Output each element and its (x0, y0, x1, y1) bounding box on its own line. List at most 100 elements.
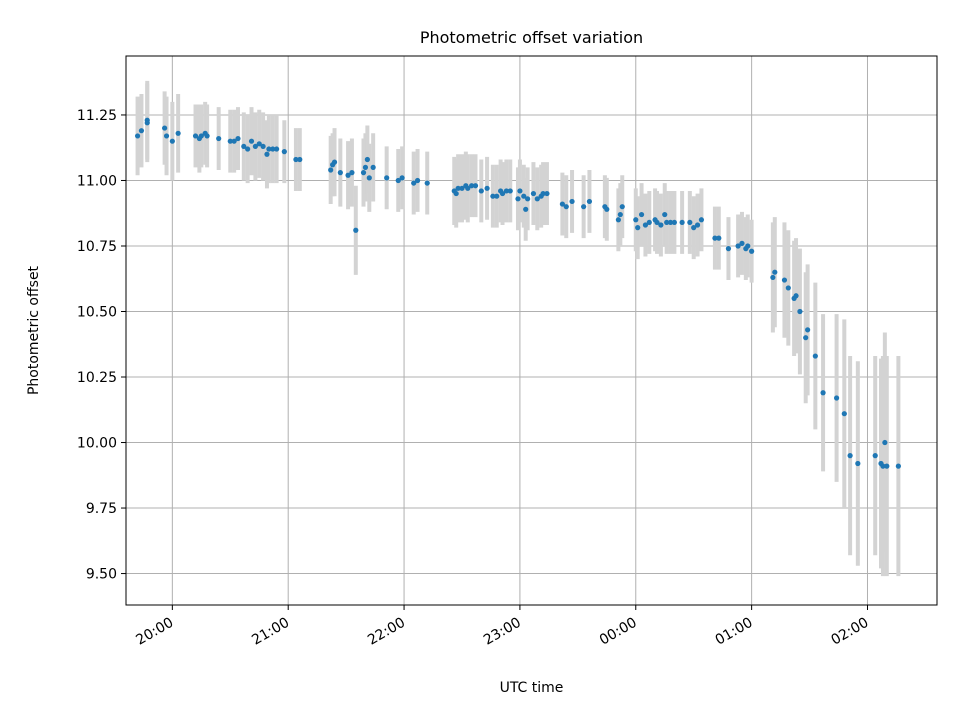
data-point (472, 183, 479, 189)
data-point (353, 227, 359, 233)
data-point (662, 211, 668, 218)
data-point (370, 164, 376, 170)
data-point (534, 196, 540, 202)
y-axis: 9.50 9.75 10.00 10.25 10.50 10.75 11.00 11.25 (77, 108, 126, 583)
data-point (507, 188, 513, 194)
data-point (882, 439, 888, 446)
data-point (345, 172, 351, 178)
data-point (805, 327, 811, 333)
y-tick-label: 10.75 (77, 239, 117, 255)
data-point (360, 170, 367, 176)
data-point (134, 133, 141, 139)
data-point (248, 138, 255, 144)
y-tick-label: 10.50 (77, 305, 117, 321)
data-points (134, 117, 901, 469)
data-point (362, 164, 369, 170)
data-point (664, 219, 670, 226)
data-point (459, 185, 465, 191)
chart-title: Photometric offset variation (420, 28, 643, 47)
data-point (469, 183, 475, 189)
data-point (499, 190, 506, 197)
data-point (281, 149, 287, 155)
data-point (812, 353, 818, 359)
data-point (169, 138, 175, 144)
data-point (216, 135, 222, 142)
data-point (328, 167, 334, 173)
data-point (633, 217, 639, 223)
data-point (515, 196, 521, 202)
data-point (617, 211, 623, 218)
data-point (455, 185, 461, 191)
data-point (241, 143, 247, 150)
data-point (198, 133, 204, 139)
data-point (716, 235, 722, 241)
data-point (395, 177, 401, 184)
data-point (523, 206, 529, 212)
data-point (698, 217, 705, 223)
data-point (793, 293, 799, 299)
data-point (619, 204, 625, 210)
data-point (638, 211, 645, 218)
y-tick-label: 11.25 (77, 108, 117, 124)
y-tick-label: 9.50 (86, 567, 117, 583)
data-point (503, 188, 509, 194)
data-point (144, 120, 150, 126)
data-point (478, 188, 484, 194)
data-point (424, 180, 430, 186)
data-point (884, 463, 890, 469)
data-point (745, 243, 751, 249)
y-tick-label: 10.00 (77, 436, 117, 452)
data-point (586, 198, 593, 205)
data-point (266, 146, 272, 152)
data-point (337, 170, 343, 176)
data-point (559, 201, 565, 207)
data-point (264, 151, 270, 157)
data-point (349, 170, 355, 176)
data-point (490, 193, 496, 199)
data-point (297, 156, 303, 163)
data-point (411, 180, 417, 186)
data-point (293, 156, 299, 163)
data-point (772, 269, 778, 275)
plot-frame (125, 55, 938, 606)
data-point (691, 225, 697, 231)
data-point (880, 463, 886, 469)
data-point (694, 222, 701, 228)
data-point (563, 204, 569, 210)
data-point (895, 463, 901, 469)
data-point (687, 219, 693, 226)
data-point (453, 190, 459, 197)
data-point (175, 130, 181, 136)
y-tick-label: 11.00 (77, 173, 117, 189)
data-point (530, 190, 537, 197)
data-point (735, 243, 741, 249)
data-point (841, 411, 847, 417)
data-point (544, 190, 550, 197)
data-point (803, 335, 809, 341)
y-axis-label: Photometric offset (26, 265, 42, 395)
data-point (712, 235, 718, 241)
data-point (604, 206, 610, 212)
data-point (749, 248, 755, 254)
data-point (414, 177, 421, 184)
data-point (521, 193, 527, 199)
y-tick-label: 9.75 (86, 501, 117, 517)
data-point (364, 156, 370, 163)
data-point (231, 138, 237, 144)
x-axis-label: UTC time (500, 680, 564, 696)
data-point (855, 460, 861, 467)
data-point (252, 143, 258, 150)
data-point (235, 135, 241, 142)
data-point (785, 285, 791, 291)
data-point (163, 133, 170, 139)
data-point (847, 453, 853, 459)
data-point (517, 188, 523, 194)
data-point (204, 133, 210, 139)
data-point (525, 196, 531, 202)
grid (126, 56, 937, 605)
data-point (484, 185, 490, 191)
y-tick-label: 10.25 (77, 370, 117, 386)
data-point (658, 222, 664, 228)
data-point (540, 190, 546, 197)
data-point (465, 185, 471, 191)
